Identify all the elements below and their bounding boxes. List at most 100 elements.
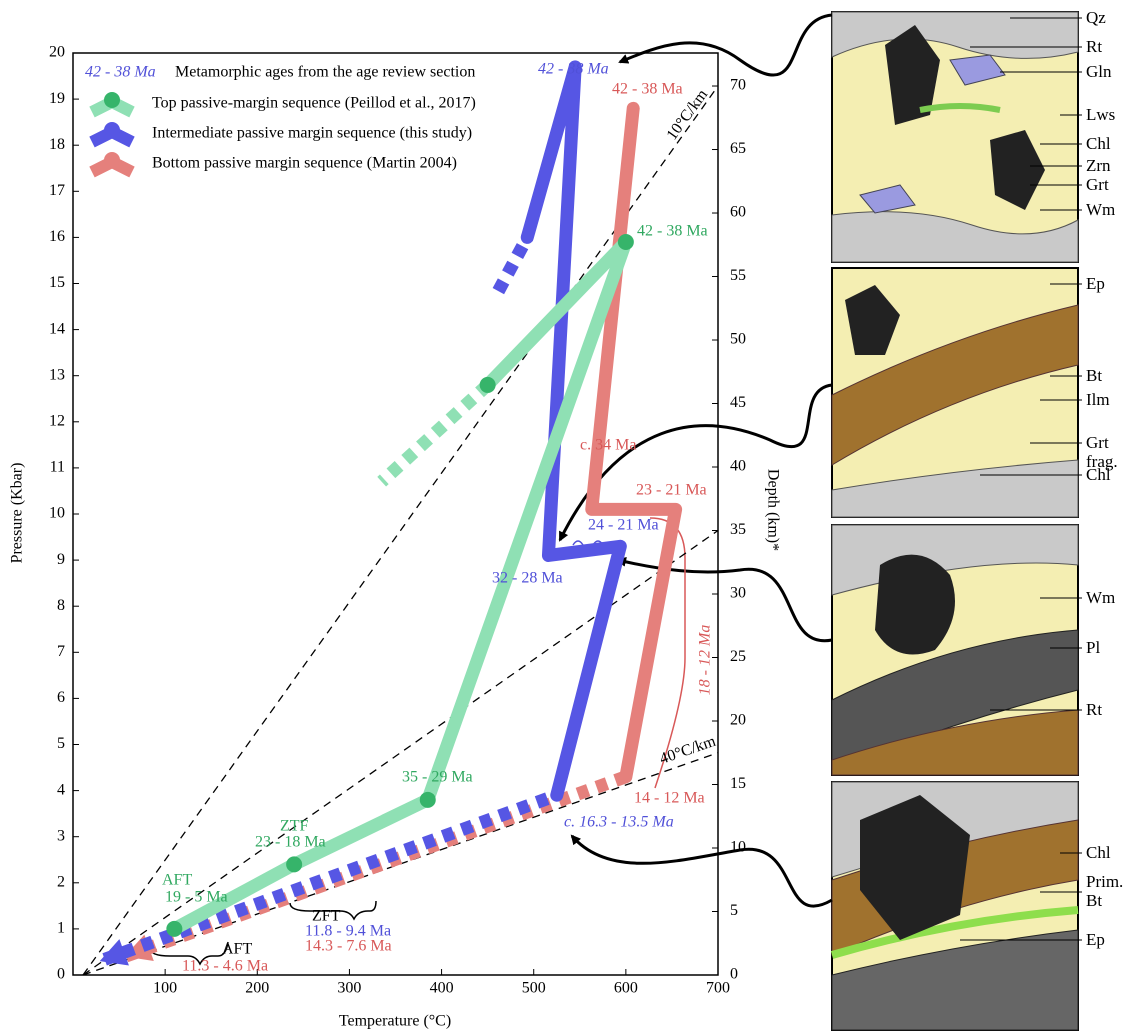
mineral-label: Chl — [1086, 843, 1130, 862]
pt-marker — [286, 856, 302, 872]
y-axis-title: Pressure (Kbar) — [9, 463, 26, 564]
y-tick-label: 5 — [57, 735, 65, 752]
legend: 42 - 38 Ma Metamorphic ages from the age … — [85, 64, 476, 172]
y2-tick-label: 45 — [730, 394, 746, 411]
chart: Temperature (°C) Pressure (Kbar) Depth (… — [0, 0, 1142, 1033]
page: Temperature (°C) Pressure (Kbar) Depth (… — [0, 0, 1142, 1033]
y-tick-label: 13 — [49, 366, 65, 383]
y2-tick-label: 50 — [730, 331, 746, 348]
y-tick-label: 4 — [57, 781, 65, 798]
annotation: 23 - 21 Ma — [636, 482, 707, 499]
mineral-label: Rt — [1086, 37, 1130, 56]
y-tick-label: 6 — [57, 689, 65, 706]
y2-tick-label: 5 — [730, 902, 738, 919]
y2-tick-label: 35 — [730, 521, 746, 538]
annotation: 42 - 38 Ma — [538, 61, 609, 78]
y-tick-label: 10 — [49, 505, 65, 522]
legend-swatch-dot — [104, 92, 120, 108]
annotation: AFT — [162, 872, 192, 889]
legend-label: Intermediate passive margin sequence (th… — [152, 125, 472, 142]
y-tick-label: 12 — [49, 412, 65, 429]
mineral-label: Ep — [1086, 930, 1130, 949]
y2-tick-label: 30 — [730, 585, 746, 602]
mineral-label: Zrn — [1086, 156, 1130, 175]
mineral-label: Wm — [1086, 200, 1130, 219]
mineral-label: Ep — [1086, 274, 1130, 293]
legend-age: 42 - 38 Ma — [85, 64, 156, 81]
y-tick-label: 9 — [57, 551, 65, 568]
x-axis-title: Temperature (°C) — [339, 1013, 451, 1030]
geotherm — [83, 531, 718, 975]
annotation: 42 - 38 Ma — [637, 223, 708, 240]
y-tick-label: 0 — [57, 966, 65, 983]
annotation: 14.3 - 7.6 Ma — [305, 938, 392, 955]
y2-tick-label: 65 — [730, 140, 746, 157]
mineral-label: Prim. Bt — [1086, 872, 1130, 910]
y-tick-label: 18 — [49, 136, 65, 153]
mineral-label: Chl — [1086, 134, 1130, 153]
legend-swatch-dot — [104, 152, 120, 168]
y2-tick-label: 25 — [730, 648, 746, 665]
x-tick-label: 400 — [430, 980, 454, 997]
pt-marker — [480, 377, 496, 393]
geotherm-label: 40°C/km — [658, 733, 719, 768]
retrograde-path — [382, 385, 488, 482]
y2-tick-label: 70 — [730, 77, 746, 94]
mineral-label: Wm — [1086, 588, 1130, 607]
annotation: c. 16.3 - 13.5 Ma — [564, 814, 674, 831]
annotation: 24 - 21 Ma — [588, 517, 659, 534]
annotation: 18 - 12 Ma — [697, 625, 714, 696]
mineral-label: Gln — [1086, 62, 1130, 81]
mineral-label: Rt — [1086, 700, 1130, 719]
y2-tick-label: 0 — [730, 966, 738, 983]
annotation: 14 - 12 Ma — [634, 790, 705, 807]
y2-tick-label: 60 — [730, 204, 746, 221]
annotation: 32 - 28 Ma — [492, 570, 563, 587]
annotation: AFT — [222, 941, 252, 958]
x-tick-label: 200 — [245, 980, 269, 997]
mineral-label: Bt — [1086, 366, 1130, 385]
legend-label: Bottom passive margin sequence (Martin 2… — [152, 155, 457, 172]
y-tick-label: 7 — [57, 643, 65, 660]
annotation: ZTF — [280, 818, 309, 835]
annotation: 11.3 - 4.6 Ma — [182, 958, 268, 975]
y2-tick-label: 10 — [730, 839, 746, 856]
mineral-label: Chl — [1086, 465, 1130, 484]
x-tick-label: 600 — [614, 980, 638, 997]
y-tick-label: 20 — [49, 44, 65, 61]
y2-tick-label: 20 — [730, 712, 746, 729]
annotation: 19 - 5 Ma — [165, 889, 228, 906]
mineral-label: Qz — [1086, 8, 1130, 27]
y-tick-label: 2 — [57, 873, 65, 890]
pt-marker — [166, 921, 182, 937]
x-tick-label: 100 — [153, 980, 177, 997]
annotation: c. 34 Ma — [580, 437, 636, 454]
legend-note: Metamorphic ages from the age review sec… — [175, 64, 475, 81]
y-tick-label: 8 — [57, 597, 65, 614]
legend-swatch-dot — [104, 122, 120, 138]
y-tick-label: 16 — [49, 228, 65, 245]
legend-label: Top passive-margin sequence (Peillod et … — [152, 95, 476, 112]
pt-marker — [618, 234, 634, 250]
mineral-label: Ilm — [1086, 390, 1130, 409]
annotation: 23 - 18 Ma — [255, 834, 326, 851]
x-tick-label: 500 — [522, 980, 546, 997]
x-tick-label: 300 — [337, 980, 361, 997]
y-tick-label: 1 — [57, 920, 65, 937]
y2-tick-label: 15 — [730, 775, 746, 792]
y2-tick-label: 40 — [730, 458, 746, 475]
mineral-label: Pl — [1086, 638, 1130, 657]
mineral-label: Grt — [1086, 175, 1130, 194]
pt-marker — [420, 792, 436, 808]
x-tick-label: 700 — [706, 980, 730, 997]
y2-axis-title: Depth (km)* — [764, 469, 781, 551]
y-tick-label: 11 — [50, 459, 65, 476]
y-tick-label: 17 — [49, 182, 65, 199]
retrograde-path — [495, 237, 527, 297]
mineral-label: Lws — [1086, 105, 1130, 124]
y-tick-label: 14 — [49, 320, 65, 337]
thin-sections — [832, 12, 1082, 1030]
y2-tick-label: 55 — [730, 267, 746, 284]
y-tick-label: 19 — [49, 90, 65, 107]
annotation: 42 - 38 Ma — [612, 81, 683, 98]
